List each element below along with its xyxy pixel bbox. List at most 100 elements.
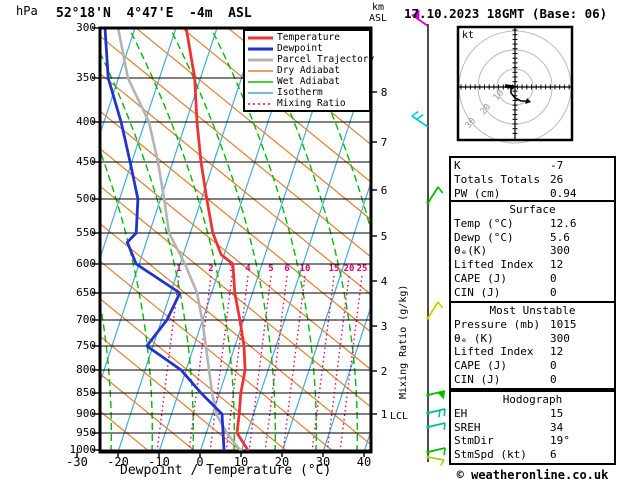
wet-adiabat-line bbox=[101, 304, 113, 451]
temperature-tick-label: 40 bbox=[356, 455, 372, 469]
indices-row-label: StmDir bbox=[454, 434, 494, 448]
indices-row-label: Temp (°C) bbox=[454, 216, 514, 230]
dry-adiabat-line bbox=[101, 223, 370, 445]
legend-item: Isotherm bbox=[247, 87, 369, 98]
legend-item-label: Parcel Trajectory bbox=[277, 54, 375, 65]
legend-line-sample bbox=[248, 102, 273, 105]
isotherm-line bbox=[0, 28, 12, 452]
indices-row-label: K bbox=[454, 159, 461, 172]
legend-item-label: Isotherm bbox=[277, 87, 323, 98]
mixing-ratio-line bbox=[339, 275, 363, 451]
altitude-tick-label: 5 bbox=[380, 230, 388, 243]
indices-box-header: Hodograph bbox=[502, 393, 563, 406]
indices-row-value: 0.94 bbox=[550, 186, 577, 200]
dry-adiabat-line bbox=[101, 73, 370, 295]
indices-row-value: 0 bbox=[550, 359, 557, 373]
indices-row-value: 12 bbox=[550, 345, 564, 359]
datetime-title: 17.10.2023 18GMT (Base: 06) bbox=[404, 6, 608, 21]
dry-adiabat-line bbox=[101, 298, 288, 451]
mixing-ratio-value-label: 5 bbox=[268, 264, 273, 274]
legend-item-label: Wet Adiabat bbox=[277, 76, 340, 87]
legend-item-label: Dry Adiabat bbox=[277, 65, 340, 76]
temperature-tick-label: 10 bbox=[233, 455, 249, 469]
legend-item-label: Dewpoint bbox=[277, 43, 323, 54]
legend-item: Wet Adiabat bbox=[247, 76, 369, 87]
pressure-tick-label: 750 bbox=[76, 339, 96, 352]
temperature-tick-label: 0 bbox=[196, 455, 204, 469]
station-title: 52°18'N 4°47'E -4m ASL bbox=[56, 6, 252, 21]
indices-row: Pressure (mb) 1015 bbox=[454, 318, 611, 332]
mixing-ratio-axis-label: Mixing Ratio (g/kg) bbox=[398, 284, 409, 399]
indices-row: Totals Totals 26 bbox=[454, 173, 611, 187]
indices-row-label: EH bbox=[454, 406, 468, 420]
indices-row-label: PW (cm) bbox=[454, 186, 501, 200]
indices-row: θₑ (K) 300 bbox=[454, 332, 611, 346]
isotherm-line bbox=[101, 29, 136, 133]
hodograph-trace-arrowhead bbox=[525, 98, 531, 104]
indices-row: Dewp (°C) 5.6 bbox=[454, 231, 611, 245]
isotherm-line bbox=[117, 29, 259, 451]
pressure-tick-label: 950 bbox=[76, 426, 96, 439]
indices-row-value: 0 bbox=[550, 285, 557, 299]
indices-row-label: Pressure (mb) bbox=[454, 317, 541, 331]
pressure-tick-label: 450 bbox=[76, 155, 96, 168]
wind-barb bbox=[426, 301, 444, 320]
wet-adiabat-line bbox=[101, 53, 195, 451]
indices-row: θₑ(K) 300 bbox=[454, 244, 611, 258]
indices-row-label: Lifted Index bbox=[454, 345, 534, 359]
pressure-tick-label: 400 bbox=[76, 115, 96, 128]
indices-row-value: 12 bbox=[550, 258, 564, 272]
indices-row-value: 34 bbox=[550, 420, 564, 434]
indices-row: SREH 34 bbox=[454, 421, 611, 435]
isotherm-line bbox=[101, 29, 218, 382]
dry-adiabat-line bbox=[101, 36, 370, 258]
temperature-tick-label: -10 bbox=[148, 455, 170, 469]
indices-box: K -7 Totals Totals 26 PW (cm) 0.94 bbox=[449, 156, 616, 204]
pressure-tick-label: 1000 bbox=[69, 443, 97, 456]
legend-line-sample bbox=[248, 58, 273, 61]
legend-item: Mixing Ratio bbox=[247, 98, 369, 109]
indices-box: Surface Temp (°C) 12.6 Dewp (°C) 5.6 θₑ(K) 300… bbox=[449, 200, 616, 303]
indices-row: CIN (J) 0 bbox=[454, 373, 611, 387]
indices-box-header: Most Unstable bbox=[489, 304, 576, 317]
indices-row: StmDir 19° bbox=[454, 434, 611, 448]
indices-row: CIN (J) 0 bbox=[454, 286, 611, 300]
legend-line-sample bbox=[248, 69, 273, 72]
pressure-tick-label: 300 bbox=[76, 21, 96, 34]
indices-row-label: StmSpd (kt) bbox=[454, 448, 527, 462]
indices-box: Hodograph EH 15 SREH 34 StmDir 19° StmSpd (kt) 6 bbox=[449, 390, 616, 465]
isotherm-line bbox=[0, 28, 53, 452]
indices-row-label: Dewp (°C) bbox=[454, 230, 514, 244]
pressure-tick-label: 800 bbox=[76, 363, 96, 376]
wind-barb bbox=[426, 455, 445, 467]
pressure-tick-label: 650 bbox=[76, 286, 96, 299]
wind-barb bbox=[426, 422, 446, 431]
legend-item: Dewpoint bbox=[247, 43, 369, 54]
wet-adiabat-line bbox=[128, 29, 236, 451]
dry-adiabat-line bbox=[101, 148, 370, 370]
altitude-tick-label: 7 bbox=[380, 136, 388, 149]
indices-row-label: CAPE (J) bbox=[454, 271, 507, 285]
indices-row-label: CAPE (J) bbox=[454, 359, 507, 373]
indices-row-value: 300 bbox=[550, 244, 570, 258]
indices-row-value: -7 bbox=[550, 159, 564, 172]
legend-item-label: Temperature bbox=[277, 32, 340, 43]
indices-row: Lifted Index 12 bbox=[454, 258, 611, 272]
temperature-tick-label: 20 bbox=[274, 455, 290, 469]
wind-barb bbox=[426, 390, 446, 400]
mixing-ratio-value-label: 6 bbox=[284, 264, 289, 274]
mixing-ratio-line bbox=[264, 275, 288, 451]
isotherm-line bbox=[322, 307, 370, 451]
mixing-ratio-line bbox=[326, 275, 350, 451]
pressure-tick-label: 550 bbox=[76, 226, 96, 239]
hodograph-ring-label: 30 bbox=[464, 116, 479, 131]
altitude-unit-asl-label: ASL bbox=[369, 13, 388, 24]
indices-row-value: 300 bbox=[550, 331, 570, 345]
indices-row: CAPE (J) 0 bbox=[454, 272, 611, 286]
pressure-tick-label: 700 bbox=[76, 313, 96, 326]
hodograph-unit-label: kt bbox=[462, 30, 475, 41]
indices-box-header: Surface bbox=[509, 203, 556, 216]
indices-row: Temp (°C) 12.6 bbox=[454, 217, 611, 231]
